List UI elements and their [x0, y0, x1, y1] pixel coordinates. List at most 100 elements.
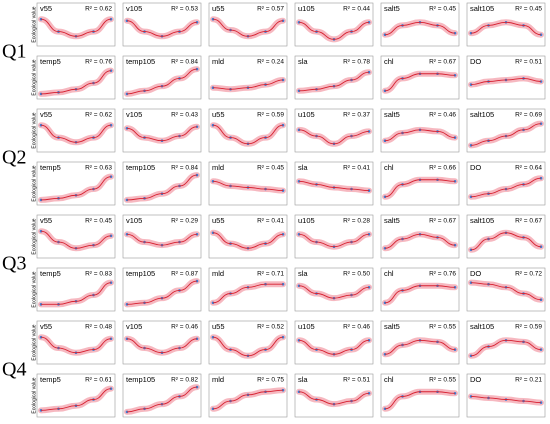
fit-curve: [40, 124, 112, 143]
r-squared: R² = 0.57: [257, 6, 284, 13]
fit-curve: [212, 389, 284, 410]
panel-name: u105: [298, 4, 315, 13]
r-squared: R² = 0.83: [85, 271, 112, 278]
y-axis-label: Ecological value: [31, 112, 37, 148]
r-squared: R² = 0.53: [171, 6, 198, 13]
r-squared: R² = 0.76: [429, 271, 456, 278]
panel-name: temp105: [126, 269, 155, 278]
fit-curve: [212, 336, 284, 357]
panel-name: u55: [212, 322, 225, 331]
fit-curve: [126, 126, 198, 142]
fit-curve: [384, 179, 456, 198]
r-squared: R² = 0.84: [171, 59, 198, 66]
panel-name: salt5: [384, 4, 400, 13]
panel-name: temp105: [126, 163, 155, 172]
fit-curve: [126, 20, 198, 37]
panel-name: temp105: [126, 57, 155, 66]
r-squared: R² = 0.44: [343, 6, 370, 13]
y-axis-label: Ecological value: [31, 59, 37, 95]
y-axis-label: Ecological value: [31, 377, 37, 413]
panel-name: mld: [212, 375, 224, 384]
r-squared: R² = 0.82: [171, 377, 198, 384]
r-squared: R² = 0.76: [85, 59, 112, 66]
fit-curve: [40, 336, 112, 354]
r-squared: R² = 0.69: [515, 112, 542, 119]
fit-curve: [40, 388, 112, 411]
fit-curve: [212, 180, 284, 192]
panel-name: chl: [384, 57, 394, 66]
r-squared: R² = 0.45: [257, 165, 284, 172]
r-squared: R² = 0.62: [85, 6, 112, 13]
quarter-label: Q2: [2, 147, 26, 169]
r-squared: R² = 0.67: [515, 218, 542, 225]
panel-name: v55: [40, 110, 52, 119]
fit-curve: [298, 233, 370, 248]
panel-name: salt105: [470, 110, 494, 119]
r-squared: R² = 0.61: [85, 377, 112, 384]
r-squared: R² = 0.51: [343, 377, 370, 384]
fit-curve: [126, 174, 198, 201]
r-squared: R² = 0.45: [515, 6, 542, 13]
panel-name: temp5: [40, 163, 61, 172]
fit-curve: [126, 280, 198, 305]
fit-curve: [384, 391, 456, 410]
r-squared: R² = 0.63: [85, 165, 112, 172]
panel-name: salt105: [470, 216, 494, 225]
fit-curve: [470, 21, 542, 36]
r-squared: R² = 0.46: [171, 324, 198, 331]
panel-name: salt5: [384, 322, 400, 331]
panel-name: v55: [40, 322, 52, 331]
panel-name: sla: [298, 269, 308, 278]
panel-name: salt105: [470, 4, 494, 13]
panel-name: temp5: [40, 57, 61, 66]
r-squared: R² = 0.28: [343, 218, 370, 225]
fit-curve: [384, 233, 456, 249]
y-axis-label: Ecological value: [31, 324, 37, 360]
panel-name: temp5: [40, 269, 61, 278]
panel-name: sla: [298, 375, 308, 384]
r-squared: R² = 0.78: [343, 59, 370, 66]
r-squared: R² = 0.43: [171, 112, 198, 119]
panel-name: v105: [126, 110, 142, 119]
panel-name: DO: [470, 375, 481, 384]
r-squared: R² = 0.55: [429, 377, 456, 384]
r-squared: R² = 0.37: [343, 112, 370, 119]
fit-curve: [40, 176, 112, 201]
fit-curve: [212, 283, 283, 304]
r-squared: R² = 0.87: [171, 271, 198, 278]
fit-curve: [470, 177, 542, 198]
panel-name: u105: [298, 110, 315, 119]
fit-curve: [126, 386, 198, 413]
panel-name: salt5: [384, 110, 400, 119]
quarter-label: Q3: [2, 253, 26, 275]
fit-curve: [298, 21, 370, 40]
fit-curve: [40, 70, 112, 95]
panel-name: u105: [298, 322, 315, 331]
fit-curve: [298, 391, 370, 405]
fit-curve: [470, 395, 542, 404]
r-squared: R² = 0.59: [515, 324, 542, 331]
fit-curve: [40, 18, 112, 37]
panel-name: mld: [212, 269, 224, 278]
r-squared: R² = 0.41: [343, 165, 370, 172]
y-axis-label: Ecological value: [31, 271, 37, 307]
fit-curve: [212, 124, 284, 145]
r-squared: R² = 0.41: [257, 218, 284, 225]
r-squared: R² = 0.72: [515, 271, 542, 278]
fit-curve: [126, 338, 198, 354]
y-axis-label: Ecological value: [31, 165, 37, 201]
panel-name: sla: [298, 57, 308, 66]
fit-curve: [212, 18, 284, 37]
panel-name: v105: [126, 322, 142, 331]
r-squared: R² = 0.45: [85, 218, 112, 225]
r-squared: R² = 0.64: [515, 165, 542, 172]
panel-frame: [208, 55, 288, 100]
panel-name: temp105: [126, 375, 155, 384]
fit-curve: [384, 21, 456, 36]
panel-frame: [466, 214, 546, 259]
r-squared: R² = 0.50: [343, 271, 370, 278]
fit-curve: [470, 339, 542, 357]
fit-curve: [40, 230, 112, 249]
r-squared: R² = 0.62: [85, 112, 112, 119]
